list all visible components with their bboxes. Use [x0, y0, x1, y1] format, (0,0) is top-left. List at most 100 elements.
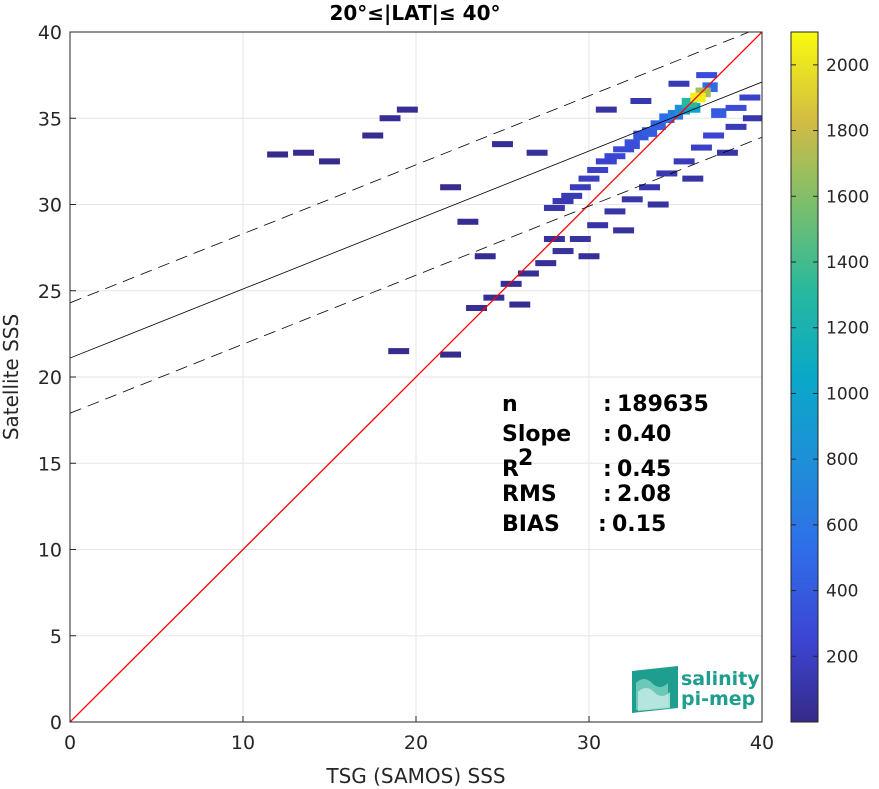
upper-band-line	[70, 32, 751, 304]
density-cell	[474, 253, 496, 260]
y-axis-ticks: 0 5 10 15 20 25 30 35 40	[38, 22, 76, 734]
density-cell	[379, 115, 401, 122]
density-cell	[716, 149, 738, 156]
density-cell	[621, 196, 643, 203]
x-tick-label: 20	[404, 732, 428, 754]
colorbar-tick-label: 800	[826, 450, 858, 470]
stat-separator: :	[603, 392, 612, 417]
stat-separator: :	[603, 457, 612, 482]
density-cell	[702, 82, 718, 93]
colorbar-tick-label: 200	[826, 647, 858, 667]
fit-line	[70, 81, 762, 359]
density-cell	[703, 132, 725, 139]
stat-label: Slope	[502, 422, 571, 447]
density-cell	[543, 204, 565, 211]
lower-band-line	[70, 136, 762, 414]
density-cell	[682, 175, 704, 182]
density-cell	[552, 198, 574, 205]
logo-line1: salinity	[681, 668, 760, 690]
density-cell	[659, 113, 675, 124]
stat-label: R	[502, 457, 519, 482]
density-cell	[685, 103, 701, 113]
density-cell	[578, 253, 600, 260]
y-tick-label: 20	[38, 367, 62, 389]
stat-separator: :	[603, 422, 612, 447]
density-cell	[650, 120, 666, 130]
density-cell	[569, 184, 591, 191]
density-cell	[711, 108, 727, 118]
colorbar	[790, 31, 819, 723]
colorbar-tick-label: 1000	[826, 384, 869, 404]
colorbar-tick-label: 1200	[826, 319, 869, 339]
density-cell	[604, 153, 626, 160]
density-cell	[440, 184, 462, 191]
density-cell	[535, 260, 557, 267]
density-cell	[725, 104, 747, 111]
density-cell	[319, 158, 340, 165]
density-cell	[681, 97, 697, 108]
colorbar-tick-label: 1800	[826, 122, 869, 142]
density-cell	[674, 104, 691, 115]
density-cell	[466, 304, 488, 312]
density-cell	[440, 351, 462, 358]
density-cell	[604, 208, 626, 215]
y-tick-label: 5	[50, 626, 62, 648]
stat-label: n	[502, 392, 518, 417]
density-cell	[668, 80, 690, 87]
x-tick-label: 30	[577, 732, 601, 754]
stat-value: 0.40	[617, 422, 671, 447]
y-tick-label: 25	[38, 281, 62, 303]
stat-label-superscript: 2	[518, 446, 533, 471]
x-tick-label: 40	[750, 732, 774, 754]
stat-label: RMS	[502, 482, 557, 507]
chart-title: 20°≤|LAT|≤ 40°	[329, 1, 500, 25]
density-cell	[696, 72, 718, 79]
y-tick-label: 40	[38, 22, 62, 44]
regression-lines	[70, 32, 762, 722]
x-tick-label: 0	[64, 732, 76, 754]
density-cell	[587, 166, 609, 174]
density-cell	[578, 175, 600, 182]
density-cell	[293, 149, 315, 156]
colorbar-tick-label: 1400	[826, 253, 869, 273]
density-cell	[647, 201, 669, 208]
stat-value: 0.15	[612, 512, 666, 537]
x-axis-label: TSG (SAMOS) SSS	[325, 764, 505, 788]
density-cell	[695, 87, 711, 98]
density-cell	[690, 144, 712, 151]
stat-value: 2.08	[617, 482, 671, 507]
density-cell	[639, 184, 661, 191]
colorbar-ticks: 200 400 600 800 1000 1200 1400 1600 1800 2000	[791, 56, 869, 667]
density-cell	[500, 280, 522, 287]
colorbar-tick-label: 2000	[826, 56, 869, 76]
identity-line	[70, 32, 762, 722]
density-cell	[613, 146, 635, 153]
colorbar-tick-label: 400	[826, 582, 858, 602]
y-tick-label: 10	[38, 540, 62, 562]
density-cell	[690, 92, 706, 103]
x-axis-ticks: 0 10 20 30 40	[64, 716, 774, 754]
logo-line2: pi-mep	[681, 688, 755, 710]
density-cell	[509, 301, 531, 308]
stat-separator: :	[598, 512, 607, 537]
density-cell	[267, 151, 289, 158]
y-tick-label: 15	[38, 453, 62, 475]
density-cell	[595, 106, 617, 113]
density-cell	[641, 127, 658, 137]
y-tick-label: 0	[50, 712, 62, 734]
colorbar-tick-label: 1600	[826, 187, 869, 207]
stat-separator: :	[603, 482, 612, 507]
density-cell	[362, 132, 384, 139]
density-cell	[552, 248, 574, 255]
salinity-pimep-logo: salinity pi-mep	[632, 666, 760, 713]
density-cell	[725, 123, 747, 130]
density-cell	[561, 192, 583, 199]
density-cell	[457, 218, 479, 225]
density-cell	[742, 115, 762, 122]
y-tick-label: 30	[38, 195, 62, 217]
density-cell	[396, 106, 418, 113]
density-cell	[656, 170, 678, 177]
density-cell	[517, 270, 539, 277]
